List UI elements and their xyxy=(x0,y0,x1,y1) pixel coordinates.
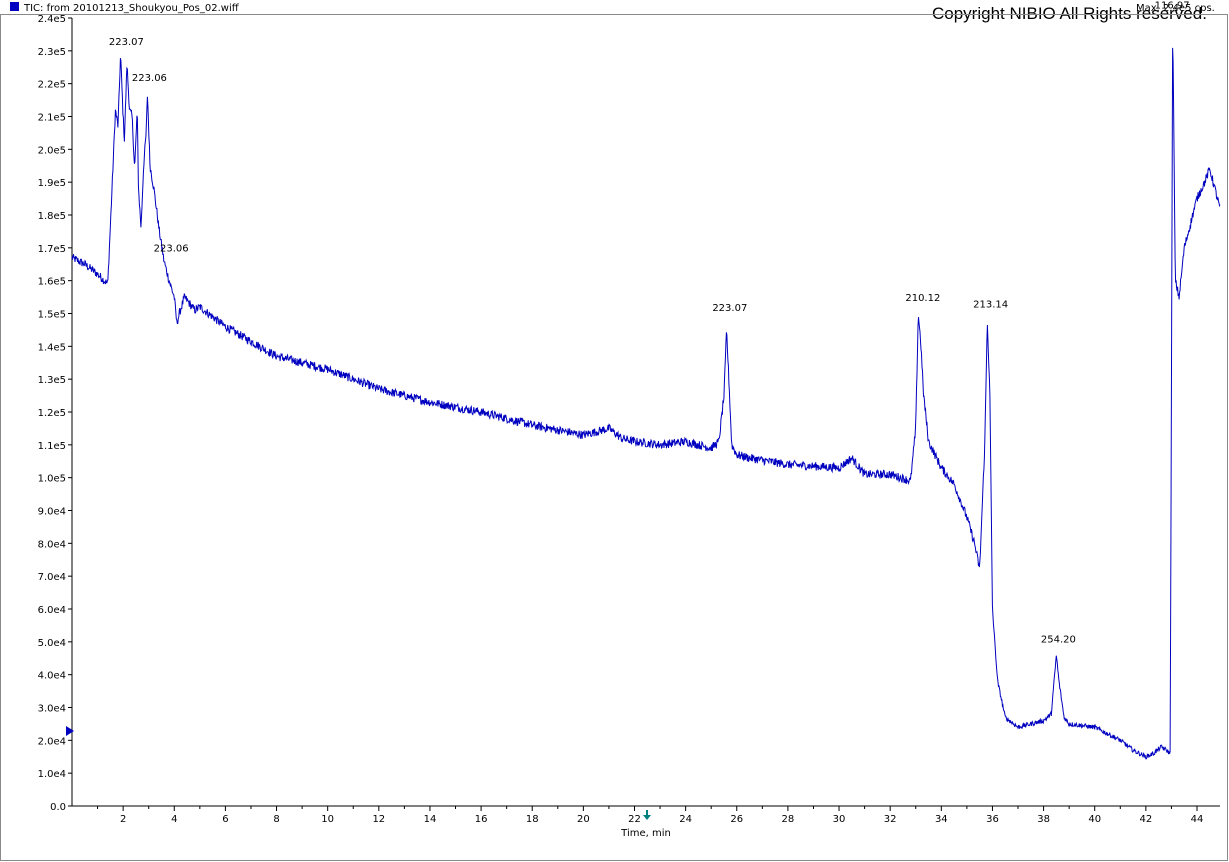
x-tick-label: 4 xyxy=(171,814,177,825)
x-tick-label: 8 xyxy=(273,814,279,825)
y-tick-label: 1.3e5 xyxy=(38,375,66,386)
peak-annotations: 223.07 223.06 223.06 223.07 210.12 213.14 254.… xyxy=(109,1,1190,646)
y-tick-label: 1.0e5 xyxy=(38,474,66,485)
time-cursor-arrow-icon[interactable] xyxy=(643,810,651,820)
y-tick-label: 0.0 xyxy=(50,802,66,813)
x-tick-label: 2 xyxy=(120,814,126,825)
y-tick-label: 1.8e5 xyxy=(38,211,66,222)
x-tick-label: 36 xyxy=(986,814,999,825)
y-tick-label: 8.0e4 xyxy=(38,539,66,550)
x-tick-label: 30 xyxy=(833,814,846,825)
x-tick-label: 12 xyxy=(372,814,385,825)
y-tick-label: 2.0e5 xyxy=(38,145,66,156)
peak-label: 223.07 xyxy=(712,303,747,314)
y-tick-label: 7.0e4 xyxy=(38,572,66,583)
x-tick-label: 20 xyxy=(577,814,590,825)
y-tick-label: 2.0e4 xyxy=(38,736,66,747)
y-axis-ticks: 0.0 1.0e4 2.0e4 3.0e4 4.0e4 5.0e4 6.0e4 7.0e4 8.… xyxy=(38,14,72,813)
x-axis-label: Time, min xyxy=(620,828,671,839)
y-tick-label: 6.0e4 xyxy=(38,605,66,616)
chart-title: TIC: from 20101213_Shoukyou_Pos_02.wiff xyxy=(23,3,240,14)
x-tick-label: 28 xyxy=(782,814,795,825)
y-tick-label: 2.3e5 xyxy=(38,47,66,58)
tic-trace-series xyxy=(71,47,1221,760)
y-tick-label: 5.0e4 xyxy=(38,638,66,649)
y-tick-label: 4.0e4 xyxy=(38,671,66,682)
x-tick-label: 18 xyxy=(526,814,539,825)
y-tick-label: 1.0e4 xyxy=(38,769,66,780)
copyright-notice: Copyright NIBIO All Rights reserved. xyxy=(932,4,1207,23)
y-tick-label: 1.9e5 xyxy=(38,178,66,189)
x-tick-label: 14 xyxy=(424,814,437,825)
x-tick-label: 44 xyxy=(1191,814,1204,825)
y-tick-label: 3.0e4 xyxy=(38,704,66,715)
y-tick-label: 1.1e5 xyxy=(38,441,66,452)
max-intensity-label: Max. 2.4e5 cps. xyxy=(1136,3,1215,14)
peak-label: 223.06 xyxy=(154,244,189,255)
plot-border xyxy=(0,14,1228,861)
trace-color-marker-icon xyxy=(10,2,19,11)
peak-label: 223.06 xyxy=(132,73,167,84)
peak-label: 213.14 xyxy=(973,300,1008,311)
x-axis-ticks: 2 4 6 8 10 12 14 16 18 20 22 24 26 28 30 32 34 36 38 40 42 44 xyxy=(97,806,1204,825)
y-tick-label: 1.4e5 xyxy=(38,342,66,353)
y-tick-label: 1.7e5 xyxy=(38,244,66,255)
x-tick-label: 16 xyxy=(475,814,488,825)
peak-label: 254.20 xyxy=(1041,634,1076,645)
y-tick-label: 2.1e5 xyxy=(38,113,66,124)
x-tick-label: 34 xyxy=(935,814,948,825)
x-tick-label: 38 xyxy=(1037,814,1050,825)
y-tick-label: 9.0e4 xyxy=(38,507,66,518)
x-tick-label: 22 xyxy=(628,814,641,825)
x-tick-label: 24 xyxy=(679,814,692,825)
tic-trace-line xyxy=(71,47,1221,760)
x-tick-label: 32 xyxy=(884,814,897,825)
y-tick-label: 1.6e5 xyxy=(38,277,66,288)
x-tick-label: 10 xyxy=(321,814,334,825)
y-tick-label: 1.2e5 xyxy=(38,408,66,419)
peak-label: 210.12 xyxy=(905,293,940,304)
y-tick-label: 2.2e5 xyxy=(38,80,66,91)
x-tick-label: 42 xyxy=(1139,814,1152,825)
peak-label: 116.97 xyxy=(1155,1,1190,12)
y-tick-label: 2.4e5 xyxy=(38,14,66,25)
intensity-cursor-marker-icon[interactable] xyxy=(66,726,74,736)
x-tick-label: 6 xyxy=(222,814,228,825)
y-tick-label: 1.5e5 xyxy=(38,310,66,321)
x-tick-label: 40 xyxy=(1088,814,1101,825)
peak-label: 223.07 xyxy=(109,37,144,48)
x-tick-label: 26 xyxy=(730,814,743,825)
